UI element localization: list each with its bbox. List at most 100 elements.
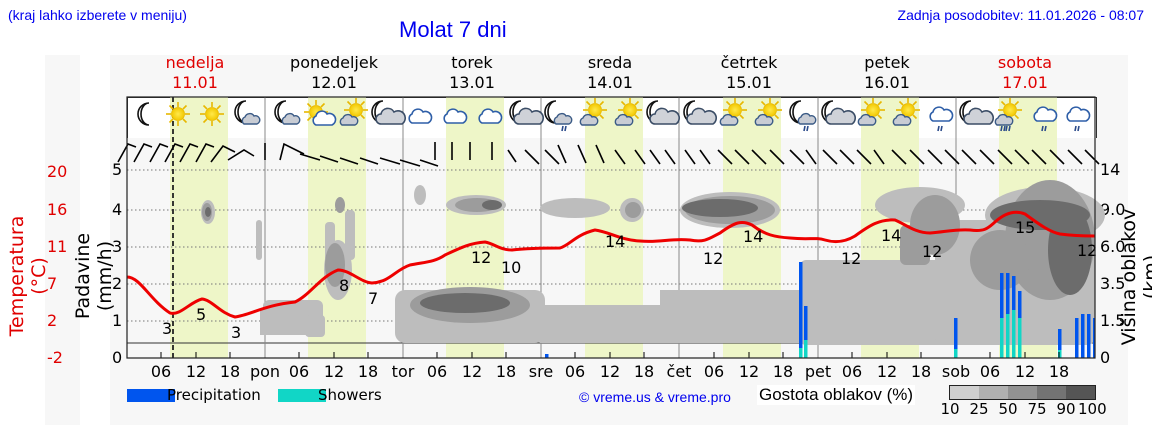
temperature-axis-panel [45, 55, 80, 425]
x-tick-label: 12 [876, 362, 898, 381]
temperature-tick: 11 [47, 237, 68, 256]
x-tick-label: 18 [633, 362, 655, 381]
temperature-line [126, 210, 1096, 319]
svg-text:14: 14 [881, 226, 901, 245]
x-tick-label: 06 [564, 362, 586, 381]
density-tick: 90 [1056, 400, 1076, 418]
temperature-tick: 2 [47, 311, 58, 330]
cloud-height-tick: 0 [1100, 348, 1111, 367]
day-header: četrtek [720, 53, 778, 72]
x-tick-label: 06 [288, 362, 310, 381]
credit-link[interactable]: © vreme.us & vreme.pro [579, 389, 731, 405]
svg-text:12: 12 [841, 249, 861, 268]
cloud-height-tick: 3.5 [1100, 274, 1126, 293]
temperature-tick: 20 [47, 162, 68, 181]
temperature-value-labels: 3 5 3 8 7 12 10 14 12 14 12 14 12 15 12 [162, 218, 1097, 342]
cloud-height-tick: 9.0 [1100, 200, 1126, 219]
svg-text:3: 3 [162, 319, 172, 338]
precipitation-legend-swatch [127, 389, 175, 402]
density-tick: 25 [969, 400, 989, 418]
day-date: 16.01 [864, 73, 910, 92]
day-header: sreda [587, 53, 633, 72]
x-tick-label: 06 [703, 362, 725, 381]
x-tick-label: 18 [1048, 362, 1070, 381]
x-tick-label: 12 [599, 362, 621, 381]
precipitation-tick: 3 [112, 237, 123, 256]
x-tick-label: sre [528, 362, 554, 381]
meteogram-plot: 3 5 3 8 7 12 10 14 12 14 12 14 12 15 12 [117, 96, 1105, 359]
showers-legend-swatch [278, 389, 326, 402]
svg-text:14: 14 [743, 227, 763, 246]
density-tick: 100 [1078, 400, 1107, 418]
svg-text:15: 15 [1015, 218, 1035, 237]
svg-text:3: 3 [231, 323, 241, 342]
svg-text:5: 5 [196, 305, 206, 324]
day-header: torek [451, 53, 493, 72]
x-tick-label: 18 [772, 362, 794, 381]
density-swatch [979, 386, 1008, 399]
svg-text:10: 10 [501, 258, 521, 277]
temperature-tick: -2 [47, 348, 63, 367]
svg-text:12: 12 [471, 248, 491, 267]
precipitation-tick: 2 [112, 274, 123, 293]
day-header: petek [864, 53, 910, 72]
cloud-height-tick: 14 [1100, 160, 1121, 179]
x-tick-label: 18 [357, 362, 379, 381]
x-tick-label: sob [941, 362, 971, 381]
density-swatch [1037, 386, 1066, 399]
x-tick-label: tor [391, 362, 415, 381]
x-tick-label: čet [666, 362, 692, 381]
density-tick: 10 [940, 400, 960, 418]
wind-barbs [117, 142, 1100, 167]
cloud-density-label: Gostota oblakov (%) [757, 385, 916, 405]
temperature-tick: 7 [47, 274, 58, 293]
cloud-height-tick: 1.5 [1100, 311, 1126, 330]
cloud-density-map [201, 180, 1105, 345]
x-tick-label: 18 [219, 362, 241, 381]
day-date: 15.01 [726, 73, 772, 92]
x-tick-label: pon [249, 362, 281, 381]
svg-text:8: 8 [339, 276, 349, 295]
day-header: ponedeljek [290, 53, 378, 72]
shower-bars [799, 310, 1062, 358]
precipitation-tick: 1 [112, 311, 123, 330]
svg-text:12: 12 [703, 249, 723, 268]
day-date: 13.01 [449, 73, 495, 92]
density-swatch [1008, 386, 1037, 399]
x-tick-label: 06 [979, 362, 1001, 381]
precipitation-tick: 0 [112, 348, 123, 367]
svg-text:12: 12 [922, 242, 942, 261]
x-tick-label: 06 [426, 362, 448, 381]
day-date: 17.01 [1002, 73, 1048, 92]
x-tick-label: 18 [910, 362, 932, 381]
svg-text:12: 12 [1077, 241, 1097, 260]
day-date: 12.01 [311, 73, 357, 92]
x-tick-label: 12 [323, 362, 345, 381]
precipitation-legend-label: Precipitation [167, 386, 261, 404]
svg-text:14: 14 [605, 232, 625, 251]
temperature-axis-title: Temperatura (°C) [6, 215, 50, 337]
last-updated: Zadnja posodobitev: 11.01.2026 - 08:07 [897, 7, 1144, 23]
showers-legend-label: Showers [318, 386, 382, 404]
day-header: nedelja [165, 53, 225, 72]
x-tick-label: 18 [495, 362, 517, 381]
x-tick-label: pet [804, 362, 832, 381]
density-tick: 50 [998, 400, 1018, 418]
x-tick-label: 12 [738, 362, 760, 381]
temperature-tick: 16 [47, 200, 68, 219]
page-title: Molat 7 dni [399, 17, 507, 42]
density-swatch [950, 386, 979, 399]
x-axis-ticks [160, 352, 1060, 358]
svg-text:7: 7 [368, 289, 378, 308]
x-tick-label: 12 [461, 362, 483, 381]
density-tick: 75 [1027, 400, 1047, 418]
day-date: 11.01 [172, 73, 218, 92]
cloud-density-scale [949, 385, 1096, 400]
x-tick-label: 12 [185, 362, 207, 381]
precipitation-tick: 5 [112, 160, 123, 179]
precipitation-tick: 4 [112, 200, 123, 219]
day-header: sobota [997, 53, 1053, 72]
location-hint: (kraj lahko izberete v meniju) [8, 7, 187, 23]
x-tick-label: 06 [841, 362, 863, 381]
x-tick-label: 06 [150, 362, 172, 381]
